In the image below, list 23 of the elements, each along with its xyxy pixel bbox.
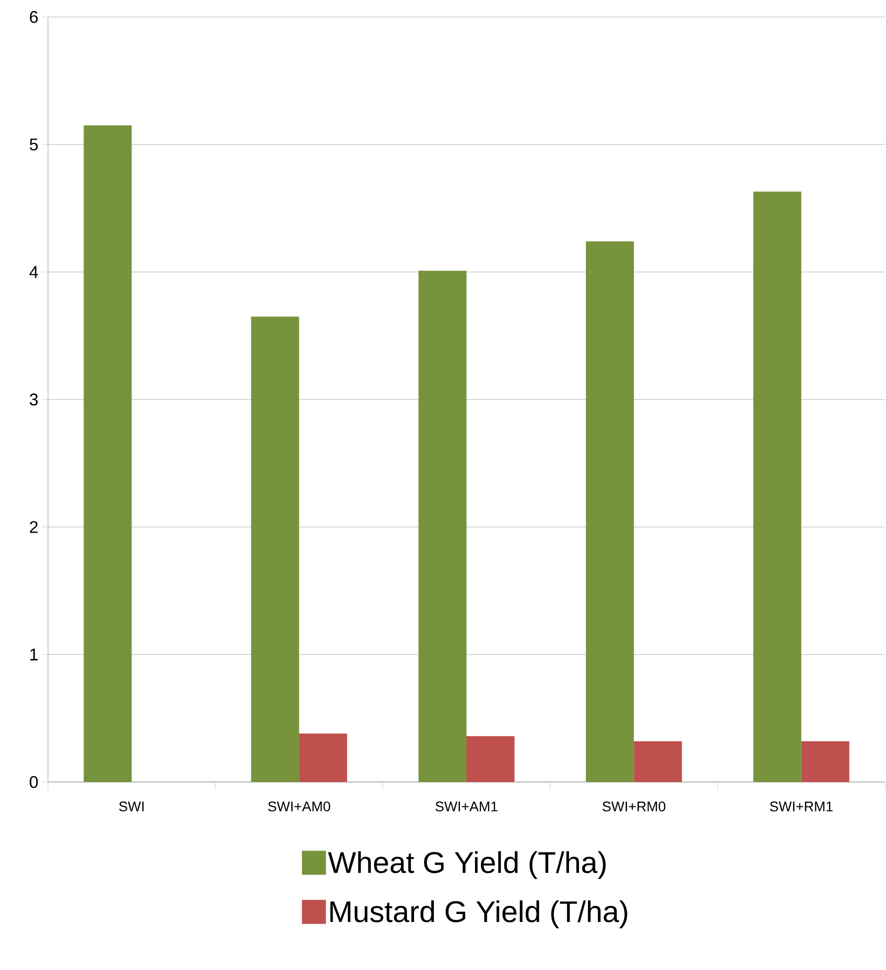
y-tick-label: 1 — [30, 648, 38, 660]
y-tick-label: 6 — [30, 10, 38, 23]
y-tick-label: 5 — [30, 138, 38, 150]
y-tick-label: 2 — [30, 521, 38, 533]
bar — [251, 316, 300, 782]
x-tick-label: SWI+RM1 — [770, 802, 833, 812]
bar — [299, 734, 348, 782]
y-tick-label: 4 — [29, 266, 38, 278]
y-tick-label: 3 — [30, 393, 38, 406]
bar — [84, 125, 132, 782]
x-tick-label: SWI — [119, 802, 144, 812]
x-tick-label: SWI+AM1 — [436, 802, 498, 812]
y-tick-label: 0 — [30, 776, 38, 788]
legend-label: Mustard G Yield (T/ha) — [330, 900, 628, 928]
x-tick-label: SWI+RM0 — [602, 802, 666, 812]
bar — [418, 270, 466, 782]
bar — [801, 741, 850, 782]
bar — [634, 741, 682, 782]
legend-label: Wheat G Yield (T/ha) — [328, 851, 606, 880]
bar — [586, 241, 634, 782]
bar — [466, 736, 514, 782]
x-tick-label: SWI+AM0 — [268, 802, 330, 812]
bar — [753, 192, 802, 782]
